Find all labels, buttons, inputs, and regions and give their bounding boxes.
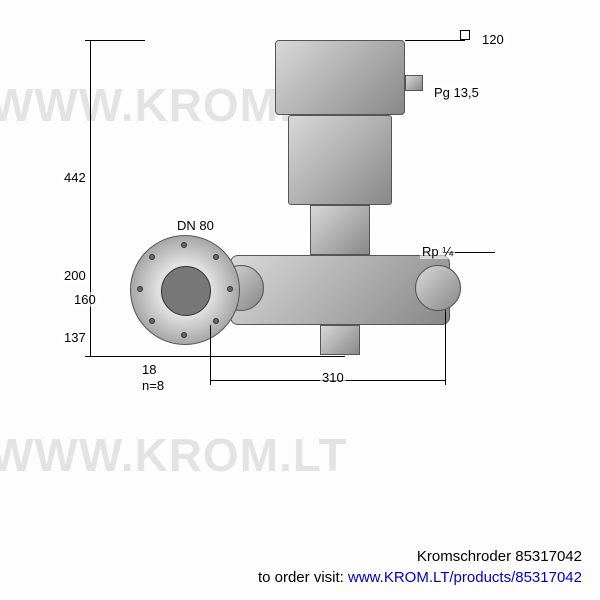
motor-block [288, 115, 392, 205]
bolt-hole [149, 318, 155, 324]
bottom-stub [320, 325, 360, 355]
port-right [415, 265, 461, 311]
order-prefix: to order visit: [258, 569, 348, 586]
dim-length: 310 [320, 370, 346, 385]
order-url[interactable]: www.KROM.LT/products/85317042 [348, 569, 582, 586]
dim-body-h: 137 [62, 330, 88, 345]
bolt-hole [213, 254, 219, 260]
dim-leader [85, 40, 145, 41]
footer-block: Kromschroder 85317042 to order visit: ww… [258, 546, 582, 588]
stem-neck [310, 205, 370, 255]
dim-leader [85, 356, 345, 357]
bolt-hole [181, 332, 187, 338]
dim-flange-od: 200 [62, 268, 88, 283]
dim-flange-id: 160 [72, 292, 98, 307]
dim-leader [445, 310, 446, 385]
bolt-hole [213, 318, 219, 324]
dim-height: 442 [62, 170, 88, 185]
valve-drawing [160, 40, 460, 470]
dim-box-top: 120 [480, 32, 506, 47]
cable-gland [405, 75, 423, 91]
footer-brand-line: Kromschroder 85317042 [258, 546, 582, 567]
bolt-hole [137, 286, 143, 292]
dim-dn: DN 80 [175, 218, 216, 233]
flange-bore [161, 266, 211, 316]
bolt-hole [149, 254, 155, 260]
product-code: 85317042 [515, 548, 582, 565]
dim-leader [405, 40, 465, 41]
dim-leader [210, 325, 211, 385]
brand-name: Kromschroder [417, 548, 511, 565]
actuator-housing [275, 40, 405, 115]
footer-order-line: to order visit: www.KROM.LT/products/853… [258, 567, 582, 588]
diagram-canvas: WWW.KROM.LT WWW.KROM.LT [0, 0, 600, 600]
bolt-hole [181, 242, 187, 248]
dim-rp: Rp ¼ [420, 244, 455, 259]
flange-left [130, 235, 240, 345]
dim-bolt-d: 18 [140, 362, 158, 377]
dim-bolt-n: n=8 [140, 378, 166, 393]
dim-pg: Pg 13,5 [432, 85, 481, 100]
box-symbol [460, 30, 470, 40]
dim-leader [90, 40, 91, 356]
bolt-hole [227, 286, 233, 292]
